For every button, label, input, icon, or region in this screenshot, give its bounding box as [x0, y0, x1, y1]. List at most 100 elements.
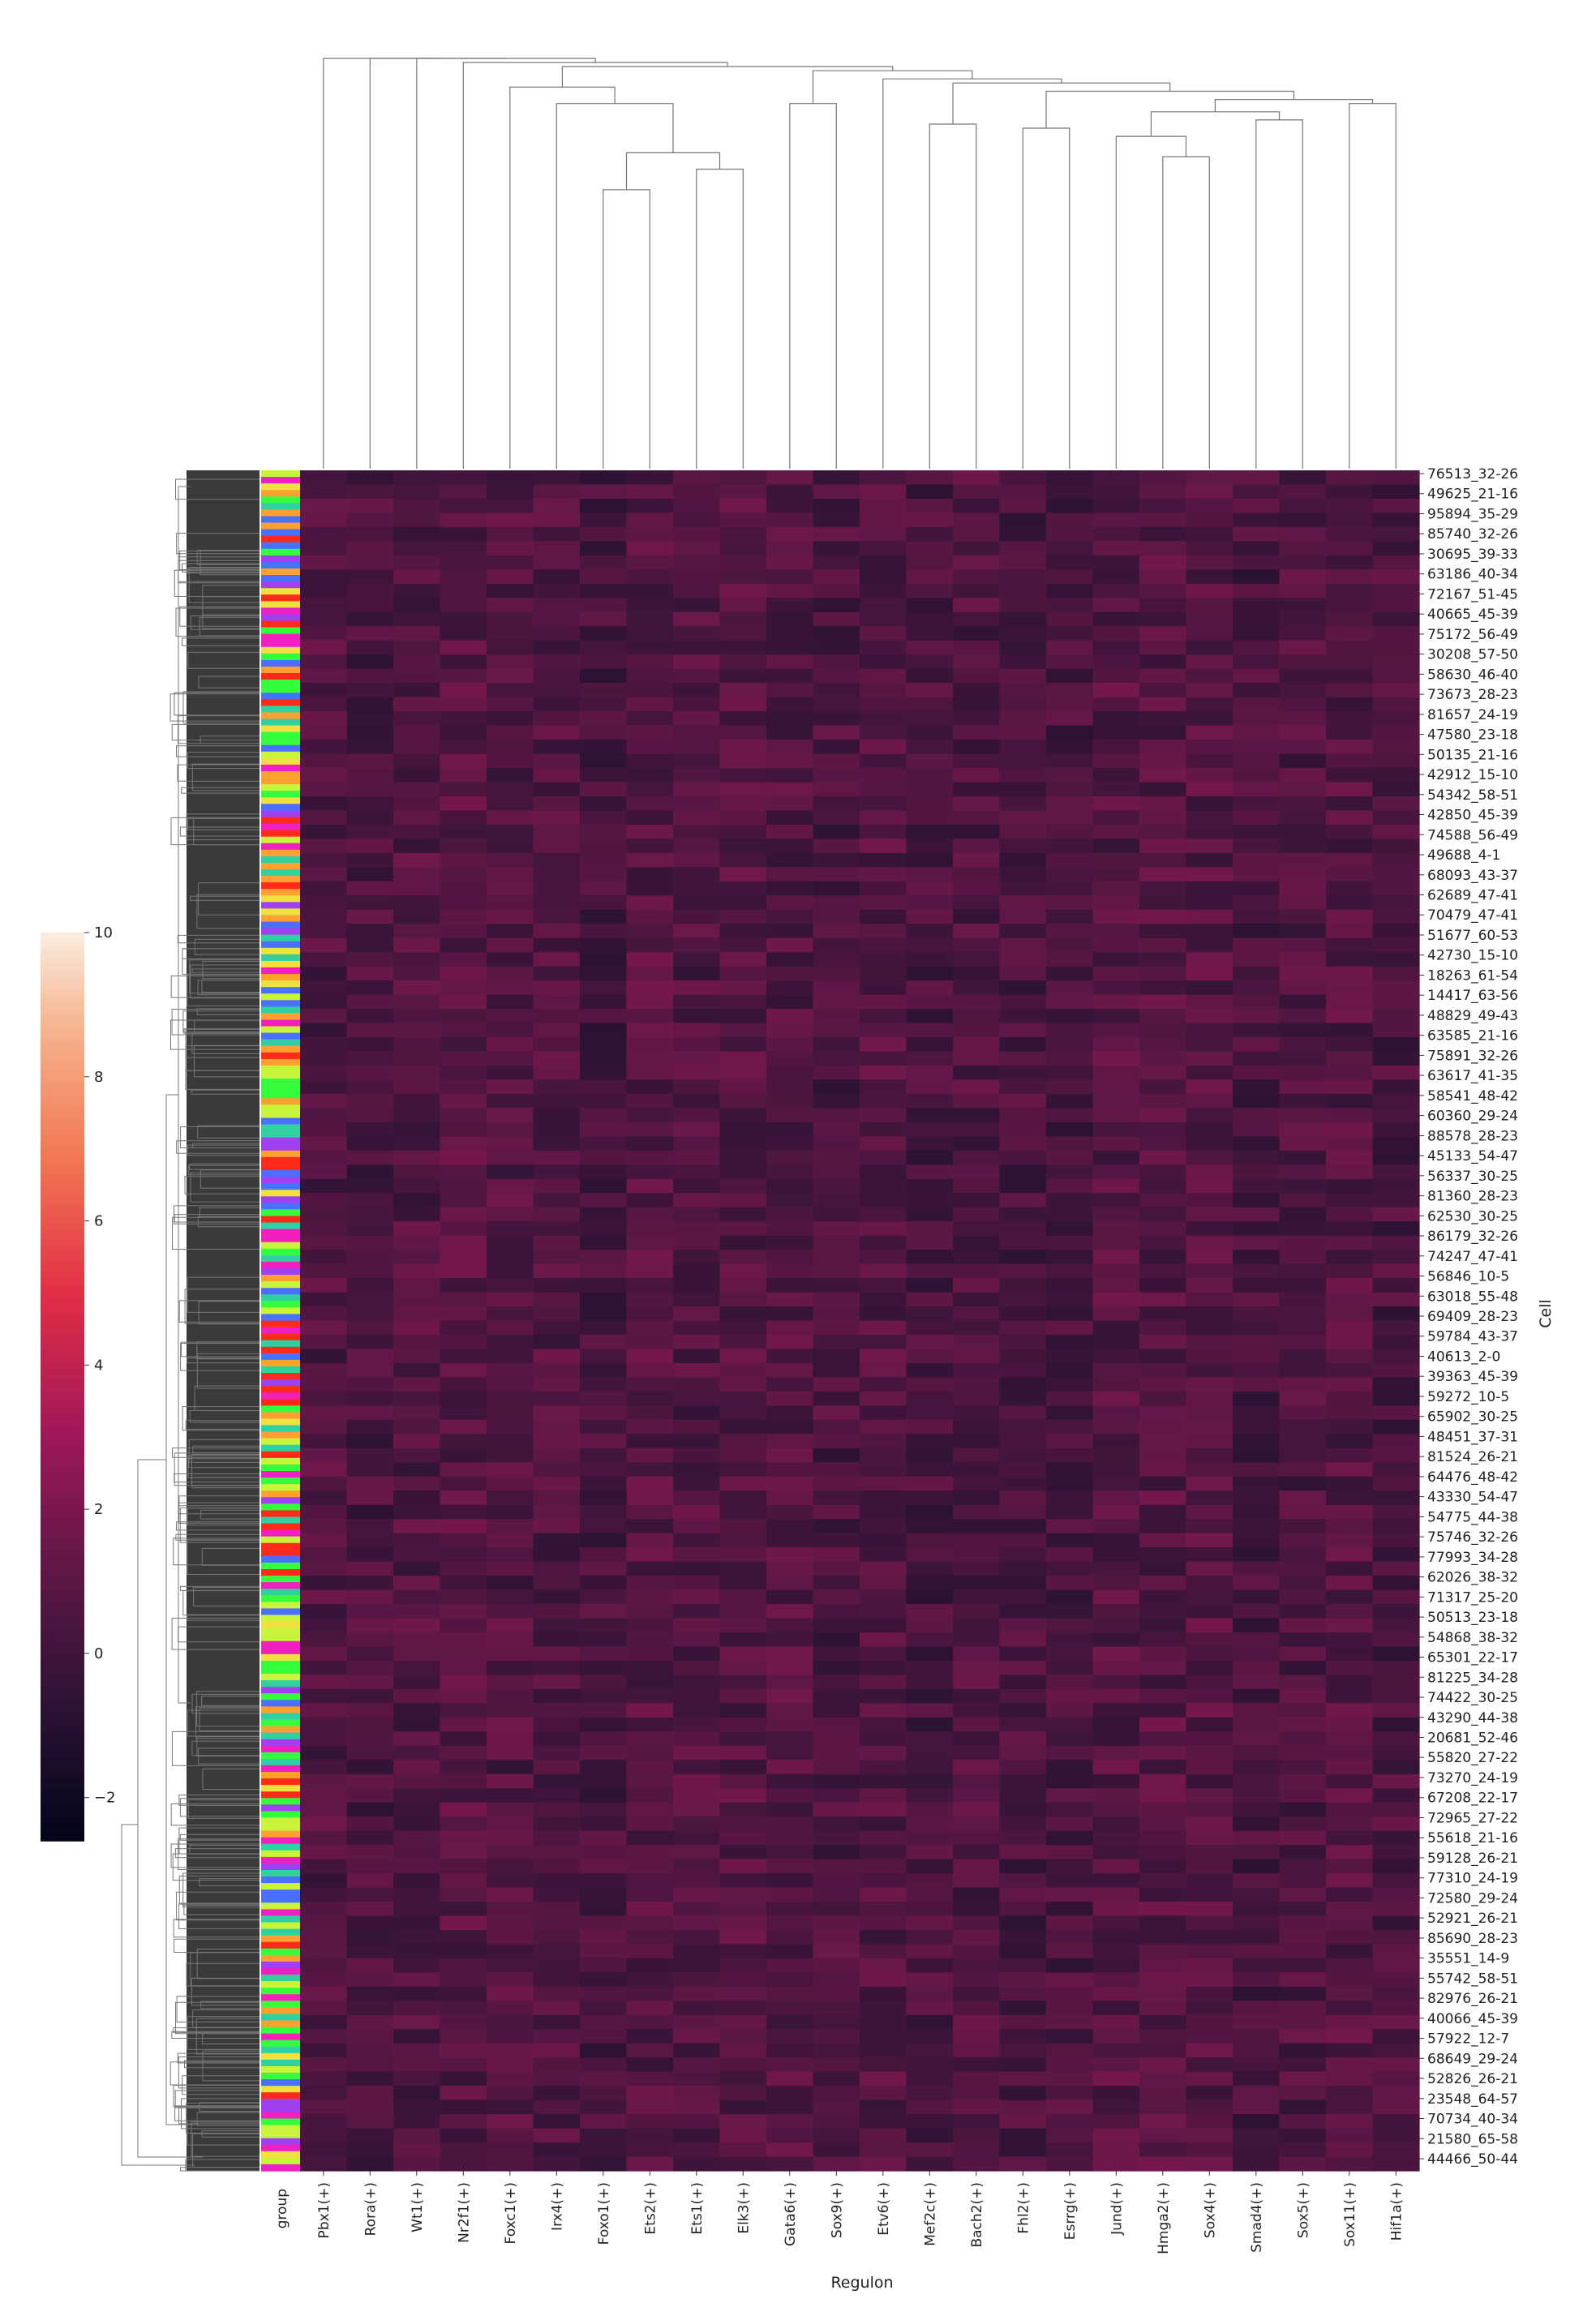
column-dendrogram-link	[323, 58, 439, 469]
group-cell	[261, 1104, 300, 1112]
heatmap-cell	[1279, 1405, 1327, 1421]
heatmap-cell	[626, 1476, 674, 1491]
heatmap-cell	[1092, 881, 1140, 896]
heatmap-cell	[533, 541, 581, 556]
colorbar-segment	[41, 1418, 84, 1424]
group-cell	[261, 791, 300, 798]
heatmap-cell	[1372, 1929, 1420, 1945]
heatmap-cell	[953, 1688, 1001, 1704]
heatmap-cell	[1279, 867, 1327, 882]
heatmap-cell	[1092, 1887, 1140, 1902]
heatmap-cell	[1233, 1887, 1281, 1902]
heatmap-cell	[440, 1476, 487, 1491]
heatmap-cell	[999, 1816, 1047, 1832]
row-label: 62530_30-25	[1427, 1208, 1518, 1224]
heatmap-cell	[580, 1986, 628, 2001]
heatmap-cell	[1233, 1802, 1281, 1817]
heatmap-cell	[300, 683, 348, 698]
heatmap-cell	[953, 1164, 1001, 1180]
heatmap-cell	[1233, 1745, 1281, 1761]
heatmap-cell	[1092, 768, 1140, 783]
group-cell	[261, 1405, 300, 1413]
heatmap-cell	[346, 838, 394, 854]
heatmap-cell	[906, 668, 954, 684]
heatmap-cell	[953, 966, 1001, 981]
heatmap-cell	[1326, 1873, 1374, 1889]
heatmap-cell	[953, 1335, 1001, 1350]
heatmap-cell	[813, 499, 860, 514]
heatmap-cell	[1092, 697, 1140, 712]
heatmap-cell	[999, 484, 1047, 500]
heatmap-cell	[626, 569, 674, 585]
heatmap-cell	[1326, 1618, 1374, 1633]
heatmap-cell	[953, 753, 1001, 769]
colorbar-segment	[41, 1214, 84, 1220]
heatmap-cell	[1372, 1278, 1420, 1293]
heatmap-cell	[906, 1434, 954, 1449]
heatmap-cell	[580, 1688, 628, 1704]
heatmap-cell	[1279, 1929, 1327, 1945]
heatmap-cell	[860, 1320, 907, 1336]
heatmap-cell	[673, 1108, 721, 1123]
group-cell	[261, 1092, 300, 1099]
heatmap-cell	[719, 470, 767, 486]
heatmap-cell	[440, 1278, 487, 1293]
heatmap-cell	[393, 1802, 441, 1817]
heatmap-cell	[393, 1632, 441, 1648]
heatmap-cell	[300, 1618, 348, 1633]
heatmap-cell	[626, 852, 674, 868]
heatmap-cell	[533, 626, 581, 641]
heatmap-cell	[393, 966, 441, 981]
group-cell	[261, 856, 300, 864]
heatmap-cell	[346, 1504, 394, 1520]
heatmap-cell	[580, 1816, 628, 1832]
heatmap-cell	[1186, 1391, 1233, 1406]
heatmap-cell	[393, 683, 441, 698]
heatmap-cell	[1326, 966, 1374, 981]
heatmap-cell	[626, 598, 674, 613]
heatmap-cell	[999, 1221, 1047, 1237]
heatmap-cell	[999, 782, 1047, 797]
heatmap-cell	[1372, 1193, 1420, 1208]
heatmap-cell	[813, 1079, 860, 1095]
heatmap-cell	[1279, 2057, 1327, 2073]
group-cell	[261, 1457, 300, 1465]
heatmap-cell	[1372, 2057, 1420, 2073]
heatmap-cell	[1092, 909, 1140, 924]
heatmap-cell	[440, 824, 487, 839]
colorbar-segment	[41, 1795, 84, 1801]
heatmap-cell	[1139, 1349, 1187, 1364]
heatmap-cell	[906, 1349, 954, 1364]
heatmap-cell	[1372, 2128, 1420, 2143]
heatmap-cell	[1139, 1986, 1187, 2001]
heatmap-cell	[1326, 2128, 1374, 2143]
heatmap-cell	[300, 1292, 348, 1307]
colorbar-segment	[41, 1092, 84, 1097]
group-cell	[261, 588, 300, 595]
heatmap-cell	[953, 1915, 1001, 1931]
heatmap-cell	[580, 895, 628, 911]
heatmap-cell	[813, 1731, 860, 1747]
heatmap-cell	[440, 1419, 487, 1435]
heatmap-cell	[346, 1576, 394, 1591]
heatmap-cell	[1186, 1845, 1233, 1860]
heatmap-cell	[999, 796, 1047, 811]
colorbar-tick-label: 6	[94, 1213, 103, 1230]
heatmap-cell	[1279, 526, 1327, 542]
colorbar-segment	[41, 1118, 84, 1124]
heatmap-cell	[953, 1533, 1001, 1548]
heatmap-cell	[813, 1760, 860, 1775]
heatmap-cell	[1326, 1292, 1374, 1307]
heatmap-cell	[953, 513, 1001, 528]
heatmap-cell	[673, 1929, 721, 1945]
heatmap-cell	[1279, 1944, 1327, 1959]
heatmap-cell	[1233, 2014, 1281, 2030]
x-axis-label: Regulon	[830, 2274, 893, 2292]
heatmap-cell	[719, 526, 767, 542]
heatmap-cell	[906, 683, 954, 698]
heatmap-cell	[1046, 1504, 1094, 1520]
heatmap-cell	[300, 1136, 348, 1152]
colorbar-segment	[41, 1127, 84, 1134]
heatmap-cell	[719, 1079, 767, 1095]
heatmap-cell	[533, 867, 581, 882]
